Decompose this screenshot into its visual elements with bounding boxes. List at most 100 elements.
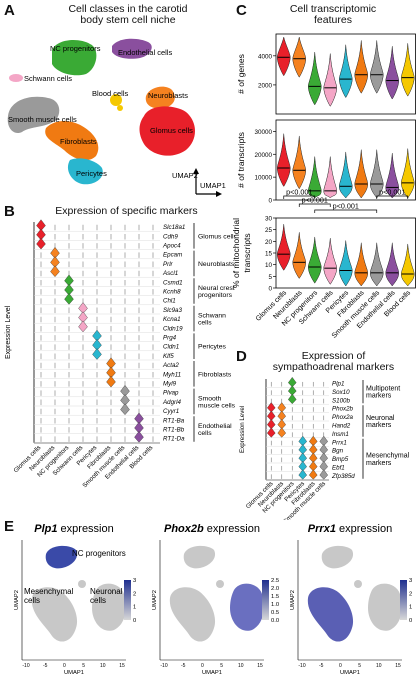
panel-e-annot-mesenchymal: cells bbox=[24, 596, 40, 605]
panel-letter-e: E bbox=[4, 518, 15, 535]
panel-c-title-line1: Cell transcriptomic bbox=[289, 3, 377, 15]
panel-d-gene-prrx1: Prrx1 bbox=[332, 439, 347, 446]
panel-letter-d: D bbox=[236, 348, 247, 365]
label-neuroblasts: Neuroblasts bbox=[148, 91, 188, 100]
panel-c-violin-0-smooth-muscle-cells bbox=[369, 40, 384, 94]
panel-d-violin-zfp385d-5 bbox=[319, 469, 329, 480]
panel-b-gene-epcam: Epcam bbox=[163, 252, 182, 259]
panel-e-annot-mesenchymal: Mesenchymal bbox=[24, 587, 74, 596]
panel-e-xtick-2: -10 bbox=[298, 663, 305, 669]
umap-arrow-y-head bbox=[193, 168, 199, 174]
panel-b-gene-adgrl4: Adgrl4 bbox=[162, 399, 181, 406]
panel-e-cluster-mesenchymal-0 bbox=[31, 587, 78, 642]
panel-e-ylabel-0: UMAP2 bbox=[14, 590, 20, 610]
panel-b-violin-cyyr1 bbox=[120, 403, 130, 416]
panel-c-frame-1 bbox=[275, 119, 416, 201]
panel-d-gene-ebf1: Ebf1 bbox=[332, 465, 345, 472]
panel-e-cluster-neuronal-1 bbox=[230, 583, 264, 631]
panel-b-violin-klf5 bbox=[92, 348, 102, 360]
panel-b-group-label-fibroblasts: Fibroblasts bbox=[198, 371, 232, 378]
panel-b-group-label-pericytes: Pericytes bbox=[198, 344, 227, 351]
panel-c-violin-1-schwann-cells bbox=[323, 156, 338, 199]
panel-d-gene-sox10: Sox10 bbox=[332, 389, 350, 396]
panel-c-violin-2-smooth-muscle-cells bbox=[369, 242, 384, 287]
panel-e-xtick-2: 0 bbox=[339, 663, 342, 669]
panel-e-title-plp1: Plp1 expression bbox=[34, 523, 114, 535]
panel-e-title-suffix: expression bbox=[57, 523, 113, 535]
panel-c-ylabel-0: # of genes bbox=[236, 54, 246, 94]
panel-a-title: Cell classes in the carotid body stem ce… bbox=[28, 4, 228, 26]
panel-d-gene-phox2a: Phox2a bbox=[332, 414, 354, 421]
panel-b-group-label-schwann-cells: cells bbox=[198, 320, 212, 327]
panel-b-group-label-schwann-cells: Schwann bbox=[198, 313, 226, 320]
panel-c-ytick-2-25: 25 bbox=[265, 227, 273, 234]
panel-b-gene-slc18a1: Slc18a1 bbox=[163, 224, 185, 231]
panel-d-title-line1: Expression of bbox=[301, 350, 366, 362]
label-smooth-muscle: Smooth muscle cells bbox=[8, 115, 77, 124]
cluster-glomus bbox=[139, 106, 195, 156]
panel-d-violin-zfp385d-4 bbox=[308, 469, 318, 480]
panel-b-group-label-neural-crest-progenitors: Neural crest bbox=[198, 285, 235, 292]
panel-e-cluster-blood-2 bbox=[354, 580, 362, 588]
umap1-label: UMAP1 bbox=[200, 181, 226, 190]
panel-d-gene-phox2b: Phox2b bbox=[332, 406, 354, 413]
panel-d-group-label-mesenchymal-markers: Mesenchymal bbox=[366, 453, 410, 460]
cluster-pericytes bbox=[67, 158, 103, 185]
panel-b-group-label-smooth-muscle-cells: Smooth bbox=[198, 395, 222, 402]
panel-e-colorbar-tick-1: 1.5 bbox=[271, 594, 279, 600]
panel-c-sig-label-1: p<0.001 bbox=[302, 196, 328, 205]
panel-b-violin-ascl1 bbox=[50, 265, 60, 278]
panel-c-violin-1-fibroblasts bbox=[354, 149, 369, 199]
panel-e-cluster-nc-2 bbox=[321, 545, 354, 569]
panel-c-violin-2-blood-cells bbox=[400, 243, 415, 287]
panel-d-violin-s100b-2 bbox=[287, 393, 297, 405]
panel-b-chart: Expression Level Slc18a1 Cdh9 Apoc4 Epcam Prl… bbox=[5, 219, 235, 489]
panel-b-gene-plvap: Plvap bbox=[163, 390, 179, 397]
panel-e-xtick-0: -10 bbox=[22, 663, 29, 669]
panel-e-colorbar-tick-1: 1.0 bbox=[271, 602, 279, 608]
panel-b-group-label-endothelial-cells: cells bbox=[198, 430, 212, 437]
panel-b-gene-rt1-ba: RT1-Ba bbox=[163, 417, 185, 424]
panel-b-violin-myl9 bbox=[106, 375, 116, 388]
panel-e-colorbar-0 bbox=[124, 580, 131, 620]
panel-c-violin-2-neuroblasts bbox=[292, 232, 307, 279]
panel-b-group-label-neuroblasts: Neuroblasts bbox=[198, 261, 235, 268]
panel-e-colorbar-1 bbox=[262, 580, 269, 620]
panel-b-gene-slc9a3: Slc9a3 bbox=[163, 307, 182, 314]
panel-e-colorbar-tick-0: 3 bbox=[133, 578, 136, 584]
panel-e-colorbar-tick-2: 1 bbox=[409, 605, 412, 611]
panel-e-annot-neuronal: Neuronal bbox=[90, 587, 123, 596]
panel-e-title-suffix: expression bbox=[336, 523, 392, 535]
panel-b-gene-klf5: Klf5 bbox=[163, 353, 174, 360]
panel-b-gene-prlr: Prlr bbox=[163, 261, 174, 268]
panel-c-title: Cell transcriptomic features bbox=[258, 4, 408, 26]
panel-c-ytick-2-30: 30 bbox=[265, 216, 273, 223]
panel-b-gene-chl1: Chl1 bbox=[163, 298, 176, 305]
panel-c-violin-0-fibroblasts bbox=[354, 40, 369, 94]
panel-e-xtick-1: 5 bbox=[220, 663, 223, 669]
panel-c-violin-0-neuroblasts bbox=[292, 36, 307, 78]
panel-c-sig-bracket-2 bbox=[314, 209, 378, 213]
panel-d-group-label-multipotent-markers: markers bbox=[366, 393, 392, 400]
panel-e-xlabel-1: UMAP1 bbox=[202, 670, 222, 676]
panel-c-sig-label-2: p<0.001 bbox=[333, 202, 359, 211]
panel-e-colorbar-tick-1: 0.0 bbox=[271, 618, 279, 624]
panel-d-gene-insm1: Insm1 bbox=[332, 431, 349, 438]
panel-c-violin-0-nc-progenitors bbox=[307, 52, 322, 106]
panel-b-gene-myl9: Myl9 bbox=[163, 381, 177, 388]
panel-b-violin-rt1-da bbox=[134, 430, 144, 443]
panel-c-chart: # of genes 2000 4000 # of transcripts 0 10000… bbox=[232, 33, 416, 340]
panel-a-title-line2: body stem cell niche bbox=[80, 14, 176, 26]
cluster-nc-progenitors bbox=[52, 40, 97, 76]
panel-e-title-prrx1: Prrx1 expression bbox=[308, 523, 392, 535]
panel-e-xtick-1: 0 bbox=[201, 663, 204, 669]
panel-e-xtick-0: 10 bbox=[100, 663, 106, 669]
panel-e-ylabel-2: UMAP2 bbox=[290, 590, 296, 610]
panel-b-gene-cldn1: Cldn1 bbox=[163, 344, 179, 351]
panel-c-ylabel-2: transcripts bbox=[242, 233, 252, 272]
panel-e-ylabel-1: UMAP2 bbox=[152, 590, 158, 610]
cluster-schwann bbox=[9, 74, 23, 82]
panel-c-sig-label-0: p<0.001 bbox=[286, 188, 312, 197]
panel-letter-a: A bbox=[4, 2, 15, 19]
panel-d-group-label-multipotent-markers: Multipotent bbox=[366, 386, 400, 393]
